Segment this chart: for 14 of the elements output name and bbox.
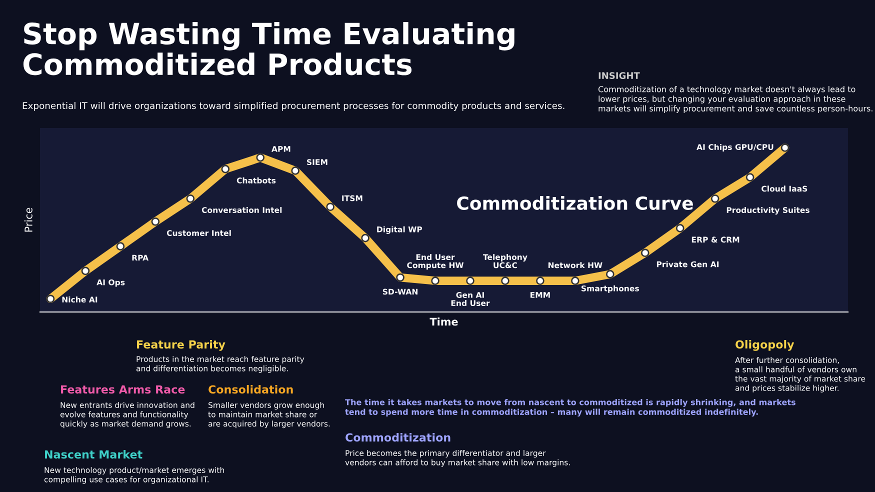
text: Consolidation — [208, 385, 293, 394]
annotation: Commoditization Curve — [457, 196, 693, 210]
y-axis-title: Price — [24, 208, 32, 232]
text: Commoditization of a technology market doesn't always lead to lower prices, but changing your evaluation approach in these markets will simplify procurement and save countless person-hours. — [598, 86, 872, 114]
text: Nascent Market — [45, 450, 142, 459]
text: Oligopoly — [736, 340, 794, 351]
text: The time it takes markets to move from nascent to commoditized is rapidly shrinking, and markets tend to spend more time in commoditization – many will remain commoditized indefinitely. — [345, 399, 796, 417]
text: Commoditization — [346, 433, 450, 442]
x-axis-title: Time — [430, 318, 458, 326]
chart-title: Stop Wasting Time Evaluating Commoditized Products — [23, 22, 514, 76]
text: Features Arms Race — [61, 385, 185, 394]
text: INSIGHT — [598, 72, 640, 79]
text: Feature Parity — [137, 340, 226, 351]
chart-subtitle: Exponential IT will drive organizations toward simplified procurement processes for commodity products and services. — [22, 102, 564, 111]
